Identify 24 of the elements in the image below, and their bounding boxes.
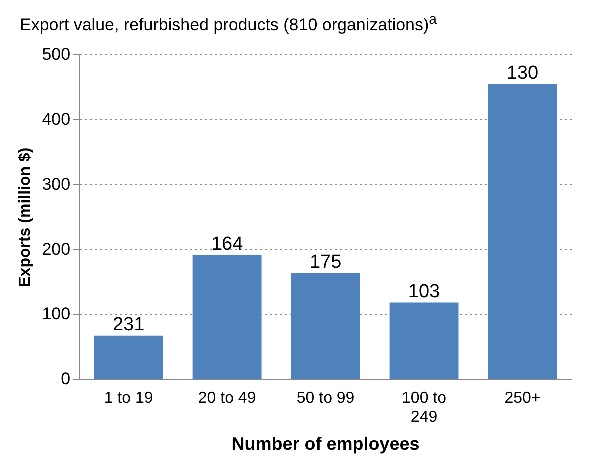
y-tick-label: 400 [42,110,71,129]
x-tick-label: 50 to 99 [296,390,355,407]
bar [94,335,164,380]
x-tick-label: 1 to 19 [104,390,154,407]
x-axis-title: Number of employees [232,434,420,454]
annotation: 130 [506,62,539,84]
y-tick-label: 500 [42,44,71,64]
y-tick-label: 0 [61,369,71,388]
annotation: 231 [112,314,145,336]
annotation: 164 [211,234,244,255]
x-tick-label: 250+ [504,390,541,407]
y-axis-title: Exports (million $) [17,147,34,288]
bar [291,273,360,380]
annotation: 103 [408,281,440,302]
bar [192,254,262,380]
x-tick-label: 20 to 49 [198,390,256,407]
x-tick-label: 100 to 249 [402,390,447,426]
y-tick-label: 100 [42,304,71,324]
annotation: 175 [310,252,342,273]
bar [390,302,459,380]
y-tick-label: 200 [42,239,71,258]
bar [488,84,558,380]
chart-title: Export value, refurbished products (810 organizations)$^{a}$ [19,11,438,37]
y-tick-label: 300 [42,174,71,194]
